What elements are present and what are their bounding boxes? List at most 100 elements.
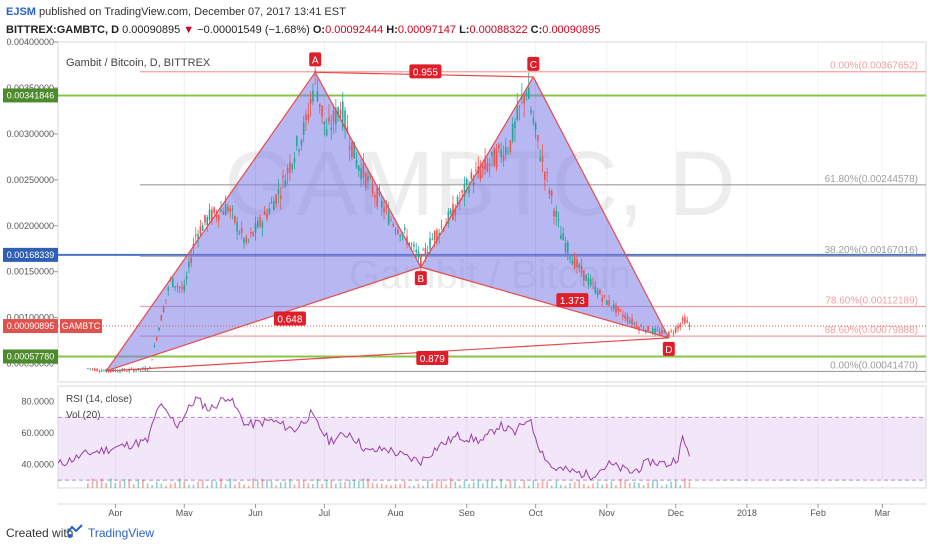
candle-body	[548, 189, 551, 195]
close-value: 0.00090895	[542, 24, 601, 36]
candle-body	[390, 219, 392, 221]
candle-body	[362, 163, 365, 178]
volume-bar	[215, 481, 218, 488]
candle-body	[672, 332, 675, 334]
y-tick-label: 0.00150000	[6, 267, 54, 277]
volume-bar	[445, 484, 447, 488]
candle-body	[553, 210, 555, 217]
candle-body	[279, 195, 282, 199]
candle-body	[155, 337, 158, 341]
candle-body	[502, 155, 505, 161]
candle-body	[293, 157, 296, 163]
candle-body	[566, 242, 569, 254]
candle-body	[679, 324, 682, 328]
volume-bar	[615, 484, 617, 488]
candle-body	[351, 142, 353, 158]
candle-body	[580, 265, 583, 273]
volume-bar	[394, 484, 397, 488]
volume-bar	[312, 484, 314, 488]
fib-level-label: 38.20%(0.00167016)	[825, 245, 918, 256]
publish-header: EJSM published on TradingView.com, Decem…	[6, 6, 346, 18]
tradingview-logo-icon	[66, 524, 83, 538]
volume-bar	[472, 481, 475, 488]
y-tick-label: 0.00400000	[6, 37, 54, 47]
candle-body	[371, 185, 374, 194]
candle-body	[254, 223, 257, 233]
y-tick-label: 0.00300000	[6, 129, 54, 139]
candle-body	[387, 211, 390, 225]
candle-body	[624, 315, 626, 319]
candle-body	[325, 128, 328, 136]
volume-bar	[169, 483, 172, 488]
candle-body	[236, 222, 238, 232]
candle-body	[172, 278, 174, 288]
candle-body	[578, 264, 581, 269]
candle-body	[238, 232, 241, 234]
harmonic-leg	[314, 72, 422, 268]
volume-bar	[123, 478, 126, 488]
last-price-value: 0.00090895	[7, 321, 55, 331]
volume-bar	[440, 479, 443, 488]
candle-body	[670, 330, 672, 332]
volume-bar	[532, 480, 535, 488]
ratio-badge	[273, 311, 306, 326]
tradingview-brand[interactable]: TradingView	[88, 526, 155, 540]
candle-body	[307, 114, 310, 120]
candle-body	[355, 159, 358, 168]
candle-body	[415, 249, 418, 253]
candle-body	[622, 314, 624, 317]
fib-level-label: 0.00%(0.00041470)	[830, 360, 918, 371]
created-with-text: Created with	[6, 526, 74, 540]
candle-body	[661, 329, 663, 335]
candle-body	[617, 306, 620, 312]
candle-body	[126, 371, 128, 372]
candle-body	[585, 274, 587, 281]
volume-bar	[661, 485, 663, 488]
volume-bar	[426, 479, 429, 488]
candle-body	[328, 117, 330, 122]
volume-bar	[142, 479, 144, 488]
author-name[interactable]: EJSM	[6, 6, 36, 18]
candle-body	[380, 201, 383, 208]
volume-bar	[367, 478, 369, 488]
volume-bar	[358, 481, 360, 488]
volume-bar	[380, 483, 383, 488]
candle-body	[544, 172, 546, 180]
x-tick-label: Mar	[875, 508, 891, 516]
candle-body	[259, 216, 261, 227]
candle-body	[275, 194, 277, 205]
volume-bar	[110, 478, 112, 488]
volume-bar	[436, 481, 438, 488]
volume-bar	[504, 484, 507, 488]
candle-body	[677, 325, 679, 329]
candle-body	[626, 316, 629, 322]
price-tag	[3, 247, 58, 262]
y-tick-label: 0.00200000	[6, 221, 54, 231]
candle-body	[305, 114, 307, 121]
candle-body	[358, 165, 360, 171]
candle-body	[546, 172, 548, 174]
price-tag-label: 0.00168339	[7, 250, 55, 260]
candle-body	[100, 370, 103, 372]
candle-body	[153, 345, 156, 348]
candle-body	[472, 182, 475, 186]
candle-body	[273, 201, 275, 211]
candle-body	[318, 103, 321, 107]
volume-bar	[270, 480, 273, 488]
volume-bar	[238, 481, 241, 488]
candle-body	[674, 327, 677, 333]
volume-bar	[583, 484, 585, 488]
candle-body	[270, 201, 273, 204]
candle-body	[296, 136, 298, 147]
volume-bar	[651, 480, 654, 488]
volume-bar	[289, 478, 291, 488]
candle-body	[573, 257, 576, 269]
candle-body	[424, 248, 427, 256]
volume-bar	[261, 478, 264, 488]
volume-bar	[610, 481, 613, 488]
candle-body	[631, 318, 633, 325]
volume-bar	[417, 483, 420, 488]
volume-bar	[578, 480, 581, 488]
ratio-label: 0.648	[277, 315, 302, 326]
